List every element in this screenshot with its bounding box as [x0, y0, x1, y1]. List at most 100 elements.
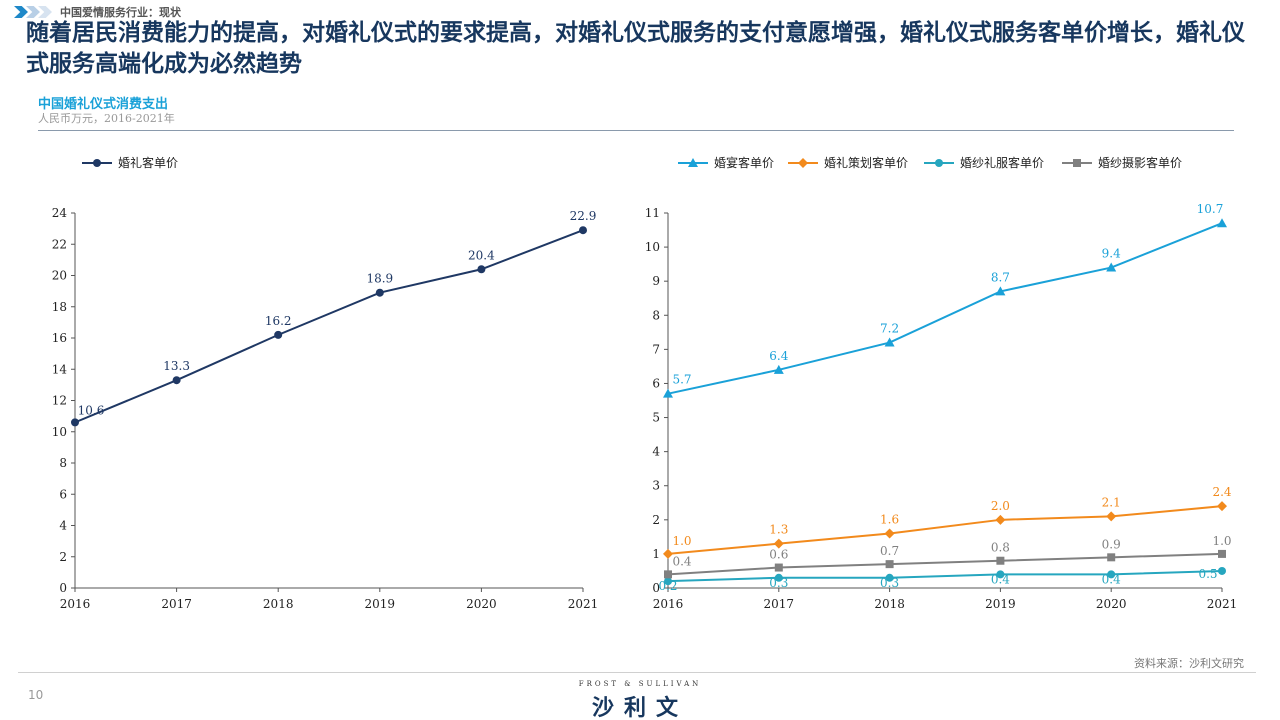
data-point	[995, 514, 1006, 525]
data-label: 0.4	[991, 572, 1010, 586]
data-label: 10.6	[78, 403, 105, 417]
data-point	[885, 573, 894, 582]
data-label: 1.6	[880, 512, 899, 526]
y-tick-label: 20	[52, 269, 67, 283]
data-label: 2.1	[1102, 495, 1121, 509]
data-point	[375, 288, 384, 297]
data-label: 1.0	[1212, 534, 1231, 548]
x-tick-label: 2017	[764, 597, 795, 611]
series-line	[667, 222, 1223, 395]
data-label: 0.5	[1198, 567, 1217, 581]
data-label: 9.4	[1102, 247, 1121, 261]
data-label: 22.9	[570, 209, 597, 223]
data-label: 0.3	[880, 576, 899, 590]
y-tick-label: 9	[652, 274, 660, 288]
data-label: 13.3	[163, 359, 190, 373]
x-tick-label: 2019	[365, 597, 396, 611]
y-tick-label: 6	[59, 487, 67, 501]
y-tick-label: 10	[645, 240, 660, 254]
y-tick-label: 12	[52, 394, 67, 408]
series-line	[667, 552, 1223, 576]
data-label: 0.3	[769, 576, 788, 590]
breadcrumb-label: 中国爱情服务行业：现状	[60, 6, 181, 19]
data-point	[1218, 566, 1226, 575]
chart-section-subtitle: 人民币万元，2016-2021年	[38, 112, 175, 125]
header-divider	[38, 130, 1234, 131]
x-tick-label: 2021	[568, 597, 599, 611]
data-label: 1.3	[769, 523, 788, 537]
y-tick-label: 2	[652, 513, 660, 527]
data-label: 2.0	[991, 499, 1010, 513]
x-tick-label: 2018	[263, 597, 294, 611]
data-point	[774, 573, 783, 582]
data-point	[664, 570, 672, 579]
data-point	[579, 226, 587, 235]
data-point	[884, 528, 895, 539]
chevron-icon	[26, 6, 40, 18]
y-tick-label: 7	[652, 342, 660, 356]
data-point	[774, 563, 783, 572]
data-point	[172, 376, 181, 385]
data-point	[773, 538, 784, 549]
data-label: 8.7	[991, 270, 1010, 284]
footer-divider	[18, 672, 1256, 673]
x-tick-label: 2021	[1207, 597, 1238, 611]
legend-marker	[1073, 159, 1081, 167]
series-line	[667, 505, 1223, 555]
data-point	[664, 577, 672, 586]
legend-label: 婚礼客单价	[118, 155, 178, 170]
source-note: 资料来源：沙利文研究	[1134, 657, 1244, 670]
data-label: 18.9	[366, 272, 393, 286]
service-breakdown-line-chart: 0 1 2 3 4 5 6 7 8 9 10 11 2016 2017 2018 2019 2020 2021 5.…	[630, 148, 1250, 618]
chevron-icon	[14, 6, 28, 18]
legend-label: 婚礼策划客单价	[824, 155, 908, 170]
data-point	[1107, 553, 1116, 562]
data-point	[1106, 511, 1117, 522]
legend-marker	[798, 158, 808, 168]
data-label: 16.2	[265, 314, 292, 328]
x-tick-label: 2020	[1096, 597, 1127, 611]
x-tick-label: 2016	[60, 597, 91, 611]
legend-marker	[935, 159, 943, 167]
data-label: 0.6	[769, 548, 788, 562]
data-label: 0.8	[991, 541, 1010, 555]
x-tick-label: 2016	[653, 597, 684, 611]
data-label: 5.7	[672, 373, 691, 387]
service-breakdown-chart-svg: 0 1 2 3 4 5 6 7 8 9 10 11 2016 2017 2018 2019 2020 2021 5.…	[645, 155, 1238, 611]
legend-marker	[93, 159, 101, 167]
y-tick-label: 4	[59, 519, 67, 533]
x-tick-label: 2017	[161, 597, 192, 611]
data-point	[663, 548, 673, 559]
page-number: 10	[28, 688, 44, 702]
legend-label: 婚纱礼服客单价	[960, 155, 1044, 170]
data-label: 2.4	[1212, 485, 1231, 499]
data-point	[1107, 570, 1116, 579]
y-tick-label: 0	[652, 581, 660, 595]
data-point	[996, 556, 1005, 565]
series-line	[667, 569, 1223, 583]
data-label: 0.7	[880, 544, 899, 558]
y-tick-label: 24	[52, 206, 68, 220]
data-label: 20.4	[468, 248, 495, 262]
data-point	[1106, 262, 1117, 272]
logo-chinese: 沙利文	[591, 696, 688, 720]
legend-label: 婚宴客单价	[714, 155, 774, 170]
y-tick-label: 18	[52, 300, 67, 314]
data-label: 10.7	[1197, 202, 1224, 216]
y-tick-label: 4	[652, 445, 660, 459]
x-tick-label: 2020	[466, 597, 497, 611]
data-label: 1.0	[672, 534, 691, 548]
x-tick-label: 2018	[874, 597, 905, 611]
data-point	[1218, 549, 1226, 558]
data-label: 6.4	[769, 349, 788, 363]
legend-marker	[688, 158, 698, 167]
data-point	[1217, 218, 1227, 228]
y-tick-label: 1	[652, 547, 660, 561]
series-line	[74, 229, 584, 424]
logo-english: FROST & SULLIVAN	[578, 680, 702, 688]
customer-price-line-chart: 0 2 4 6 8 10 12 14 16 18 20 22 24 2016 2017 2018 2019 202…	[30, 148, 620, 618]
y-tick-label: 22	[52, 237, 67, 251]
y-tick-label: 10	[52, 425, 67, 439]
chevron-icon	[38, 6, 52, 18]
data-point	[995, 286, 1006, 296]
